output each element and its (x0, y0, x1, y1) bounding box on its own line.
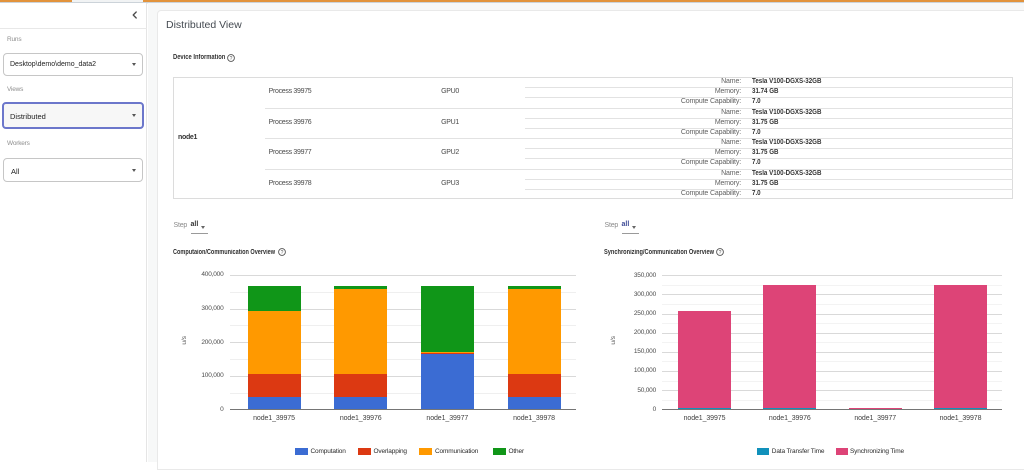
svg-text:?: ? (229, 55, 232, 61)
svg-text:?: ? (281, 250, 284, 256)
svg-text:?: ? (718, 250, 721, 256)
